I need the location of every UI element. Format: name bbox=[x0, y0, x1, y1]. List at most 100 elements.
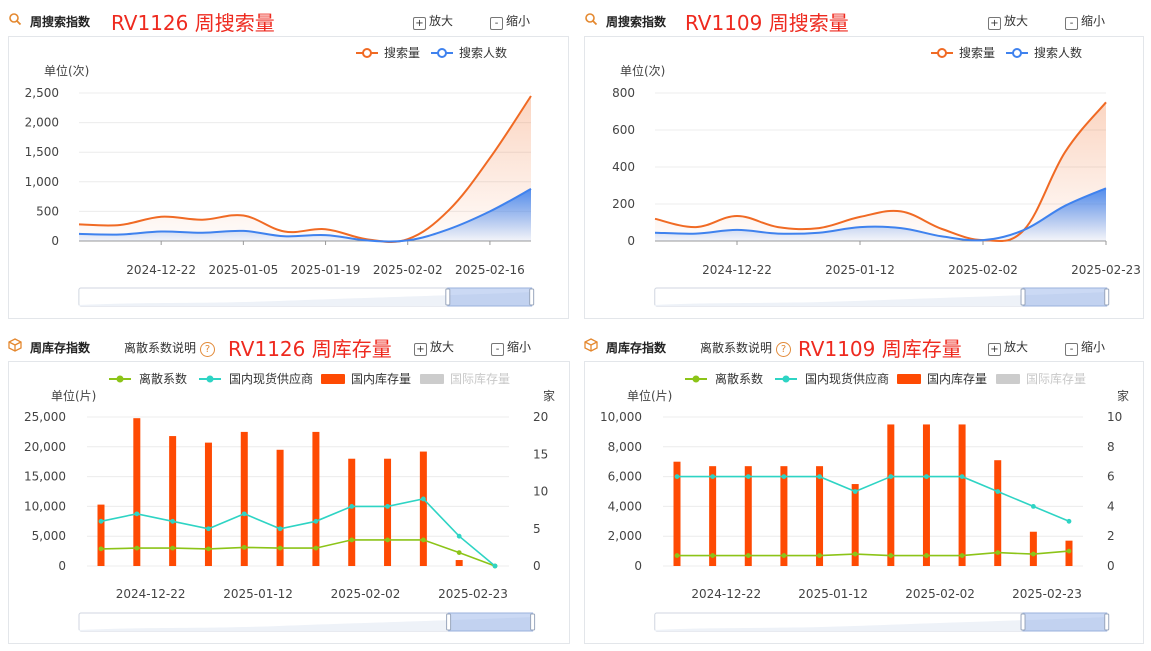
y-tick-label: 25,000 bbox=[24, 410, 66, 424]
domestic-stock-bar bbox=[419, 451, 427, 566]
zoom-in-label: 放大 bbox=[1004, 14, 1029, 28]
plus-icon: + bbox=[988, 343, 1001, 356]
legend-marker bbox=[206, 375, 214, 383]
plus-icon: + bbox=[414, 343, 427, 356]
search-icon bbox=[585, 13, 598, 26]
suppliers-point bbox=[241, 511, 247, 517]
chart-canvas: 0 2,000 4,000 6,000 8,000 10,000 0 2 4 6 8 10 单位(片) 家… bbox=[600, 371, 1129, 632]
zoom-slider-window bbox=[447, 287, 533, 307]
domestic-stock-bar bbox=[851, 484, 859, 566]
legend-label: 搜索人数 bbox=[459, 45, 507, 60]
y-tick-label: 15,000 bbox=[24, 470, 66, 484]
suppliers-point bbox=[456, 533, 462, 539]
y2-tick-label: 15 bbox=[533, 447, 548, 461]
suppliers-line bbox=[100, 498, 496, 567]
x-tick-label: 2024-12-22 bbox=[691, 587, 761, 601]
dispersion-help-link[interactable]: 离散系数说明? bbox=[124, 339, 216, 357]
legend-marker bbox=[362, 48, 372, 58]
domestic-stock-bar bbox=[673, 461, 681, 566]
dispersion-point bbox=[1066, 548, 1072, 554]
dispersion-point bbox=[98, 546, 104, 552]
dispersion-help-link[interactable]: 离散系数说明? bbox=[700, 339, 792, 357]
zoom-out-button[interactable]: - 缩小 bbox=[490, 12, 530, 30]
suppliers-point bbox=[888, 474, 894, 479]
zoom-slider-window bbox=[448, 612, 534, 632]
search-chart-rv1109: 0 200 400 600 800 单位(次) 2024-12-22 2025-01-12 20… bbox=[584, 36, 1144, 319]
x-tick-label: 2025-02-16 bbox=[455, 263, 525, 277]
zoom-in-button[interactable]: + 放大 bbox=[414, 338, 454, 356]
y-tick-label: 600 bbox=[612, 123, 635, 137]
dispersion-point bbox=[277, 545, 283, 551]
y2-tick-label: 6 bbox=[1107, 470, 1115, 484]
domestic-stock-bar bbox=[204, 442, 212, 566]
y-tick-label: 0 bbox=[634, 559, 642, 573]
x-tick-label: 2025-02-02 bbox=[948, 263, 1018, 277]
zoom-slider-preview bbox=[654, 617, 1107, 631]
x-tick-label: 2025-02-02 bbox=[905, 587, 975, 601]
panel-header-stock-1109: 周库存指数 离散系数说明? RV1109 周库存量 + 放大 - 缩小 bbox=[584, 329, 1144, 361]
dispersion-line bbox=[677, 550, 1070, 557]
dispersion-point bbox=[420, 537, 426, 543]
y-tick-label: 400 bbox=[612, 160, 635, 174]
domestic-stock-bar bbox=[169, 436, 177, 566]
search-people-line bbox=[78, 188, 532, 243]
y-tick-label: 2,000 bbox=[25, 116, 59, 130]
zoom-in-button[interactable]: + 放大 bbox=[413, 12, 453, 30]
y-tick-label: 0 bbox=[627, 234, 635, 248]
zoom-slider-handle-left bbox=[446, 613, 452, 631]
question-icon: ? bbox=[200, 342, 216, 357]
suppliers-point bbox=[277, 526, 283, 532]
zoom-in-button[interactable]: + 放大 bbox=[988, 338, 1028, 356]
y-tick-label: 2,000 bbox=[608, 529, 642, 543]
dispersion-point bbox=[852, 551, 858, 557]
y2-axis-unit: 家 bbox=[1117, 388, 1129, 403]
legend-label: 搜索人数 bbox=[1034, 45, 1082, 60]
legend-label: 离散系数 bbox=[715, 371, 763, 386]
panel-header-search-1126: 周搜索指数 RV1126 周搜索量 + 放大 - 缩小 bbox=[8, 3, 568, 35]
zoom-in-label: 放大 bbox=[429, 14, 454, 28]
y-tick-label: 500 bbox=[36, 204, 59, 218]
box-icon bbox=[8, 338, 22, 352]
x-tick-label: 2025-02-23 bbox=[1012, 587, 1082, 601]
domestic-stock-bar bbox=[887, 424, 895, 566]
domestic-stock-bar bbox=[455, 560, 463, 566]
zoom-slider-handle-right bbox=[1104, 613, 1110, 631]
y-tick-label: 0 bbox=[51, 234, 59, 248]
zoom-slider-window bbox=[1022, 287, 1108, 307]
zoom-slider-handle-right bbox=[530, 613, 536, 631]
zoom-slider-handle-left bbox=[1020, 613, 1026, 631]
zoom-out-button[interactable]: - 缩小 bbox=[1065, 12, 1105, 30]
panel-header-search-1109: 周搜索指数 RV1109 周搜索量 + 放大 - 缩小 bbox=[584, 3, 1144, 35]
plus-icon: + bbox=[988, 17, 1001, 30]
panel-label: 周库存指数 bbox=[30, 341, 91, 355]
dispersion-point bbox=[781, 553, 787, 558]
dispersion-point bbox=[385, 537, 390, 543]
domestic-stock-bar bbox=[384, 458, 392, 566]
dispersion-point bbox=[349, 537, 355, 543]
zoom-out-button[interactable]: - 缩小 bbox=[1065, 338, 1105, 356]
suppliers-line bbox=[677, 475, 1070, 523]
y-axis-unit: 单位(次) bbox=[620, 63, 665, 78]
panel-label: 周库存指数 bbox=[606, 341, 667, 355]
legend-marker bbox=[937, 48, 947, 58]
legend-label: 国内库存量 bbox=[927, 371, 987, 386]
y-tick-label: 0 bbox=[58, 559, 66, 573]
search-chart-rv1126: 0 500 1,000 1,500 2,000 2,500 单位(次) 2024-12-22 2… bbox=[8, 36, 569, 319]
y-tick-label: 2,500 bbox=[25, 86, 59, 100]
x-tick-label: 2025-01-19 bbox=[291, 263, 361, 277]
suppliers-point bbox=[134, 511, 140, 517]
x-tick-label: 2024-12-22 bbox=[702, 263, 772, 277]
suppliers-point bbox=[852, 489, 858, 494]
zoom-in-label: 放大 bbox=[430, 340, 455, 354]
suppliers-point bbox=[170, 518, 176, 524]
zoom-out-button[interactable]: - 缩小 bbox=[491, 338, 531, 356]
y2-tick-label: 0 bbox=[533, 559, 541, 573]
zoom-in-button[interactable]: + 放大 bbox=[988, 12, 1028, 30]
y-axis-unit: 单位(片) bbox=[51, 388, 96, 403]
dispersion-point bbox=[745, 553, 751, 558]
dispersion-point bbox=[170, 545, 176, 551]
panel-red-title: RV1109 周库存量 bbox=[798, 337, 962, 361]
suppliers-point bbox=[959, 474, 965, 479]
x-tick-label: 2025-01-12 bbox=[223, 587, 293, 601]
search-people-line bbox=[654, 187, 1107, 242]
